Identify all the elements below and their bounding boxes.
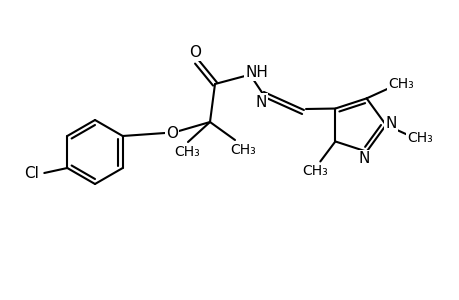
- Text: N: N: [255, 94, 266, 110]
- Text: O: O: [166, 125, 178, 140]
- Text: CH₃: CH₃: [387, 77, 413, 92]
- Text: CH₃: CH₃: [174, 145, 200, 159]
- Text: O: O: [189, 44, 201, 59]
- Text: CH₃: CH₃: [230, 143, 255, 157]
- Text: CH₃: CH₃: [406, 131, 432, 145]
- Text: NH: NH: [245, 64, 268, 80]
- Text: N: N: [358, 151, 369, 166]
- Text: N: N: [385, 116, 396, 130]
- Text: Cl: Cl: [24, 166, 39, 181]
- Text: CH₃: CH₃: [302, 164, 328, 178]
